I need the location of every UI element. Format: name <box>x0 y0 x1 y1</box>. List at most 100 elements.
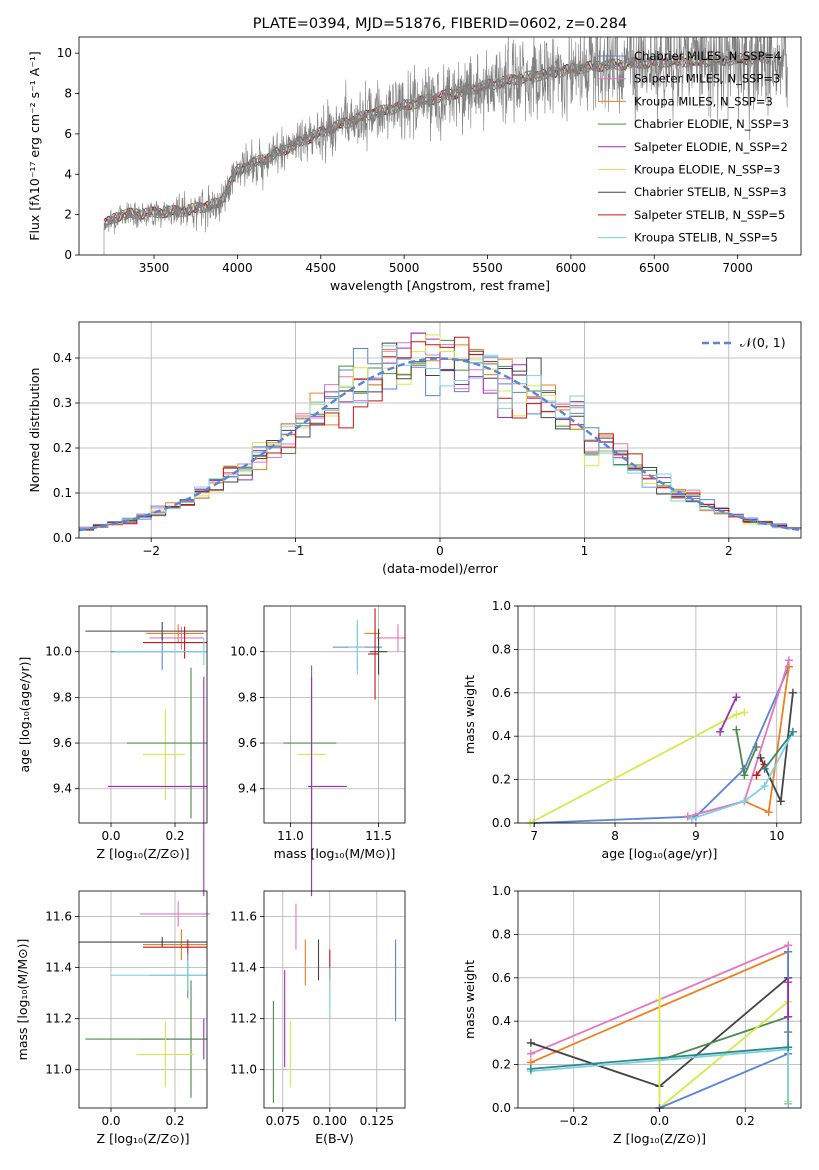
age-vs-Z-xtick-label-0: 0.0 <box>101 829 120 843</box>
mass-vs-Z-point-5 <box>111 959 207 991</box>
age-vs-mass-point-0 <box>376 624 405 652</box>
weight-vs-age-marker-5-1 <box>740 771 749 780</box>
weight-vs-Z-line-7 <box>530 1046 789 1070</box>
age-vs-Z-frame <box>78 605 208 824</box>
weight-vs-Z-xtick-label-0: −0.2 <box>559 1114 588 1128</box>
weight-vs-age-marker-5-2 <box>752 743 761 752</box>
mass-vs-Z-ylabel: mass [log₁₀(M/M⊙)] <box>15 939 30 1061</box>
weight-vs-age-marker-2-0 <box>683 812 692 821</box>
spectrum-xtick-label-7: 7000 <box>722 261 753 275</box>
observed-spectrum <box>103 37 788 255</box>
weight-vs-age-ytick-label-0: 0.0 <box>492 816 511 830</box>
age-vs-Z-point-0 <box>146 624 204 643</box>
age-vs-Z-ytick-label-3: 10.0 <box>45 645 72 659</box>
weight-vs-age-marker-3-2 <box>740 708 749 717</box>
age-vs-mass-xtick-label-0: 11.0 <box>277 829 304 843</box>
residuals-xtick-label-4: 2 <box>725 544 733 558</box>
spectrum-panel: 3500 4000 4500 5000 5500 6000 6500 7000 0 2 4 6 8 10 w… <box>27 36 802 293</box>
residuals-ytick-label-0: 0.0 <box>53 531 72 545</box>
residuals-plot-area <box>78 332 802 532</box>
weight-vs-age-ytick-label-1: 0.2 <box>492 773 511 787</box>
age-vs-mass-ytick-label-1: 9.6 <box>238 736 257 750</box>
mass-vs-EBV-ytick-label-1: 11.2 <box>230 1012 257 1026</box>
weight-vs-Z-marker-5-2 <box>784 947 793 956</box>
mass-vs-EBV-xtick-label-1: 0.100 <box>313 1114 347 1128</box>
age-vs-mass-point-8 <box>308 676 347 897</box>
age-vs-Z-point-5 <box>143 708 185 801</box>
residuals-ytick-label-4: 0.4 <box>53 351 72 365</box>
mass-vs-EBV-plot-area <box>272 903 397 1103</box>
weight-vs-age-xtick-label-1: 8 <box>611 829 619 843</box>
age-vs-Z-point-7 <box>107 676 207 897</box>
weight-vs-Z-ylabel: mass weight <box>462 960 477 1039</box>
mass-vs-Z-frame <box>78 890 208 1109</box>
weight-vs-Z-marker-7-0 <box>526 1064 535 1073</box>
weight-vs-Z-ytick-label-1: 0.2 <box>492 1058 511 1072</box>
residuals-xtick-label-0: −2 <box>142 544 160 558</box>
spectrum-xtick-label-3: 5000 <box>389 261 420 275</box>
legend-label-3: Chabrier ELODIE, N_SSP=3 <box>634 117 789 131</box>
age-vs-Z-xlabel: Z [log₁₀(Z/Z⊙)] <box>97 846 190 861</box>
legend-label-2: Kroupa MILES, N_SSP=3 <box>634 94 773 108</box>
age-vs-Z-ylabel: age [log₁₀(age/yr)] <box>17 657 32 773</box>
mass-vs-Z-xlabel: Z [log₁₀(Z/Z⊙)] <box>97 1131 190 1146</box>
weight-vs-age-line-0 <box>534 666 790 824</box>
legend-label-4: Salpeter ELODIE, N_SSP=2 <box>634 140 788 154</box>
age-vs-mass-ytick-label-3: 10.0 <box>230 645 257 659</box>
age-vs-Z-xtick-label-1: 0.2 <box>165 829 184 843</box>
residuals-xtick-label-1: −1 <box>287 544 305 558</box>
weight-vs-age-line-9 <box>763 731 794 770</box>
spectrum-frame <box>78 36 802 256</box>
weight-vs-age-line-8 <box>691 731 794 820</box>
weight-vs-age-xlabel: age [log₁₀(age/yr)] <box>602 846 718 861</box>
gaussian-legend-label: 𝒩(0, 1) <box>740 335 786 350</box>
chart-title: PLATE=0394, MJD=51876, FIBERID=0602, z=0… <box>253 16 627 32</box>
weight-vs-Z-xtick-label-2: 0.2 <box>736 1114 755 1128</box>
mass-vs-EBV-ytick-label-2: 11.4 <box>230 961 257 975</box>
weight-vs-age-marker-7-0 <box>752 771 761 780</box>
weight-vs-age-plot-area <box>526 656 797 827</box>
histogram-step-4 <box>79 332 801 530</box>
age-vs-mass-ytick-label-0: 9.4 <box>238 782 257 796</box>
weight-vs-age-marker-2-2 <box>784 656 793 665</box>
histogram-step-7 <box>79 336 801 530</box>
weight-vs-age-panel: 7 8 9 10 0.0 0.2 0.4 0.6 0.8 1.0 age [log₁₀(age/yr… <box>462 599 802 861</box>
weight-vs-age-ytick-label-3: 0.6 <box>492 686 511 700</box>
weight-vs-Z-ytick-label-5: 1.0 <box>492 884 511 898</box>
spectrum-xtick-label-2: 4500 <box>306 261 337 275</box>
mass-vs-EBV-frame <box>263 890 406 1109</box>
spectrum-xtick-label-5: 6000 <box>556 261 587 275</box>
weight-vs-age-line-4 <box>719 696 738 733</box>
age-vs-Z-point-4 <box>143 626 207 659</box>
weight-vs-age-marker-5-0 <box>732 725 741 734</box>
legend-label-6: Chabrier STELIB, N_SSP=3 <box>634 185 786 199</box>
age-vs-mass-xtick-label-1: 11.5 <box>365 829 392 843</box>
weight-vs-Z-panel: −0.2 0.0 0.2 0.0 0.2 0.4 0.6 0.8 1.0 Z [log₁₀(Z/Z… <box>462 884 802 1146</box>
mass-vs-EBV-xtick-label-2: 0.125 <box>360 1114 394 1128</box>
mass-vs-Z-panel: 0.0 0.2 11.0 11.2 11.4 11.6 Z [log₁₀(Z/Z⊙)] mas… <box>15 890 211 1146</box>
weight-vs-age-marker-4-1 <box>732 693 741 702</box>
weight-vs-age-ylabel: mass weight <box>462 675 477 754</box>
weight-vs-Z-marker-0-0 <box>526 1049 535 1058</box>
age-vs-Z-ytick-label-2: 9.8 <box>53 690 72 704</box>
weight-vs-Z-marker-8-0 <box>784 1012 793 1021</box>
legend-label-7: Salpeter STELIB, N_SSP=5 <box>634 208 785 222</box>
weight-vs-Z-marker-4-0 <box>655 995 664 1004</box>
histogram-step-8 <box>79 345 801 530</box>
age-vs-mass-plot-area <box>283 608 405 897</box>
age-vs-mass-point-3 <box>369 628 388 675</box>
weight-vs-age-ytick-label-5: 1.0 <box>492 599 511 613</box>
mass-vs-EBV-xtick-label-0: 0.075 <box>266 1114 300 1128</box>
weight-vs-Z-line-5 <box>659 951 789 1109</box>
weight-vs-Z-marker-7-1 <box>784 1043 793 1052</box>
weight-vs-Z-frame <box>517 890 802 1109</box>
spectrum-xtick-label-0: 3500 <box>139 261 170 275</box>
age-vs-mass-xlabel: mass [log₁₀(M/M⊙)] <box>274 846 396 861</box>
age-vs-Z-point-8 <box>114 637 207 666</box>
residuals-frame <box>78 321 802 539</box>
weight-vs-age-xtick-label-2: 9 <box>692 829 700 843</box>
weight-vs-age-frame <box>517 605 802 824</box>
weight-vs-age-marker-9-0 <box>760 764 769 773</box>
spectrum-ytick-label-1: 2 <box>64 208 72 222</box>
spectrum-xtick-label-6: 6500 <box>639 261 670 275</box>
